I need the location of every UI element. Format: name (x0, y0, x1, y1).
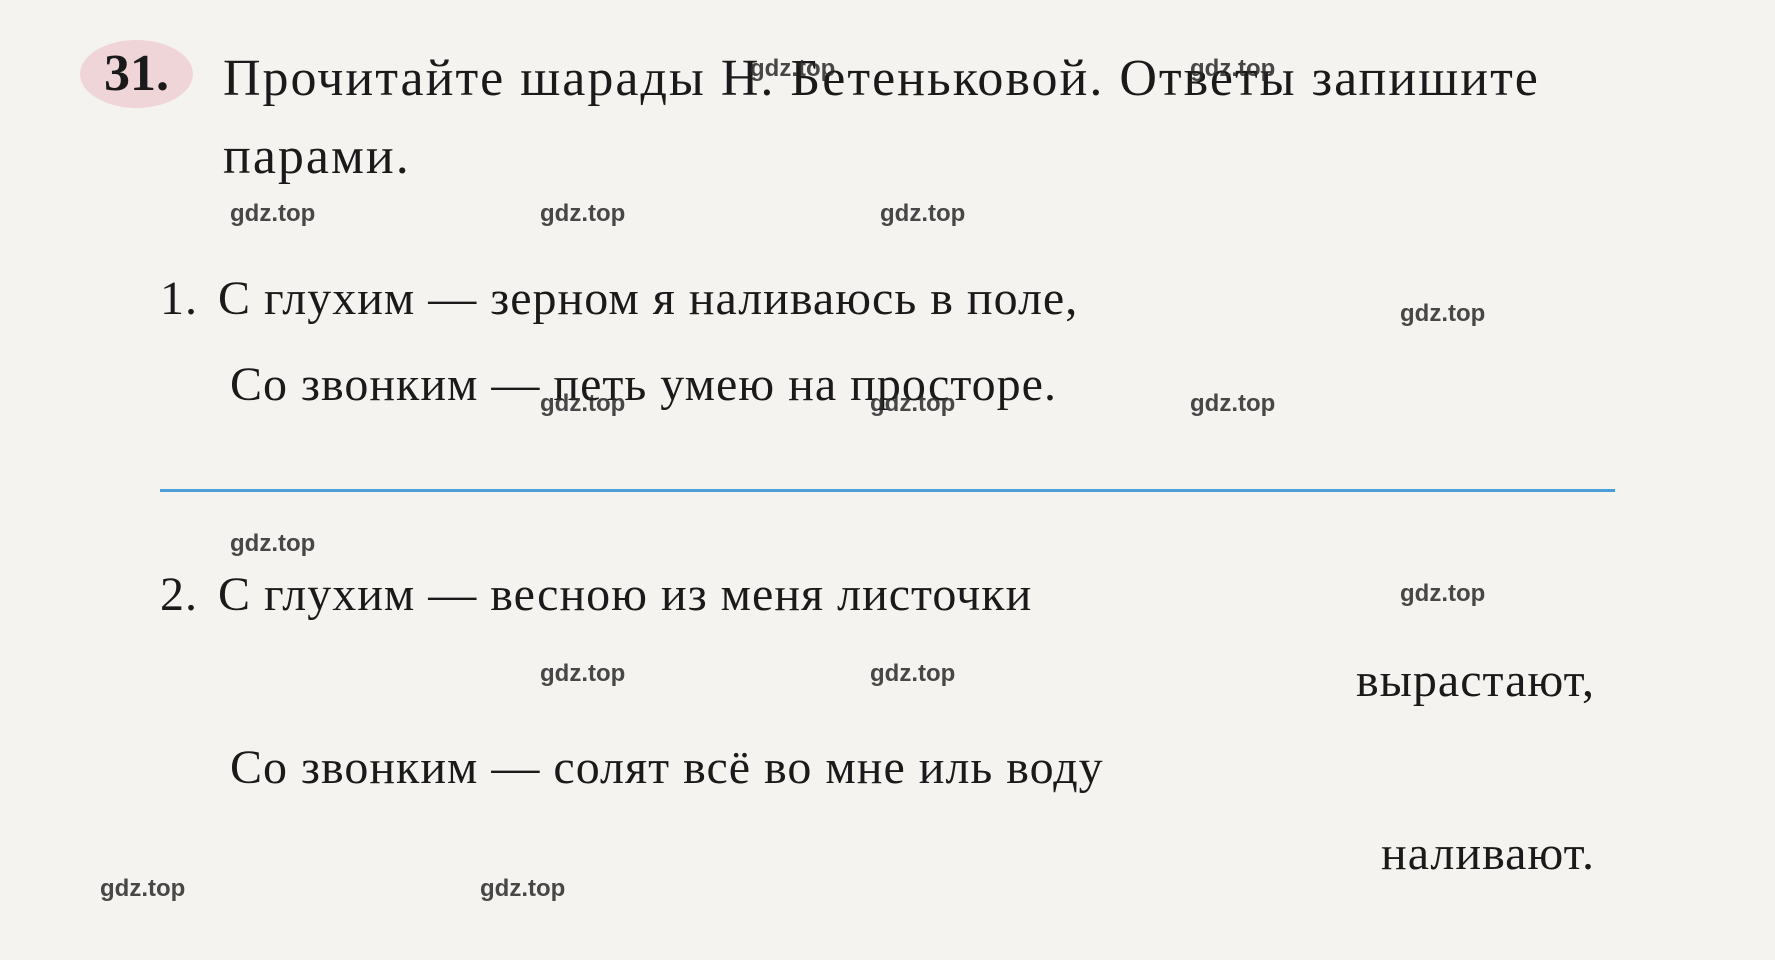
riddle-item-1: 1.С глухим — зерном я наливаюсь в поле, … (80, 256, 1695, 429)
item-2-line-1: 2. С глухим — весною из меня листочки (160, 552, 1695, 638)
watermark-text: gdz.top (540, 200, 625, 228)
item-2-text-2: Со звонким — солят всё во мне иль воду (230, 741, 1104, 794)
section-divider (160, 489, 1615, 492)
exercise-header: 31. Прочитайте шарады Н. Бетеньковой. От… (80, 40, 1695, 196)
item-2-line-2-tail: наливают. (160, 811, 1695, 897)
item-1-line-2: Со звонким — петь умею на просторе. (160, 342, 1695, 428)
item-2-line-1-tail: вырастают, (160, 638, 1695, 724)
item-2-tail-1: вырастают, (1356, 654, 1595, 707)
item-2-tail-2: наливают. (1381, 827, 1595, 880)
item-1-text-1: С глухим — зерном я наливаюсь в поле, (218, 272, 1078, 325)
item-2-line-2: Со звонким — солят всё во мне иль воду (160, 725, 1695, 811)
item-2-text-1: С глухим — весною из меня листочки (218, 568, 1032, 621)
exercise-instruction: Прочитайте шарады Н. Бетеньковой. Ответы… (223, 40, 1695, 196)
watermark-text: gdz.top (230, 200, 315, 228)
item-number-2: 2. (160, 552, 198, 638)
watermark-text: gdz.top (880, 200, 965, 228)
riddle-item-2: 2. С глухим — весною из меня листочки выр… (80, 552, 1695, 898)
exercise-number: 31. (80, 40, 193, 108)
item-1-line-1: 1. С глухим — зерном я наливаюсь в поле, (160, 256, 1695, 342)
item-1-text-2: Со звонким — петь умею на просторе. (230, 358, 1057, 411)
item-number-1: 1. (160, 256, 198, 342)
